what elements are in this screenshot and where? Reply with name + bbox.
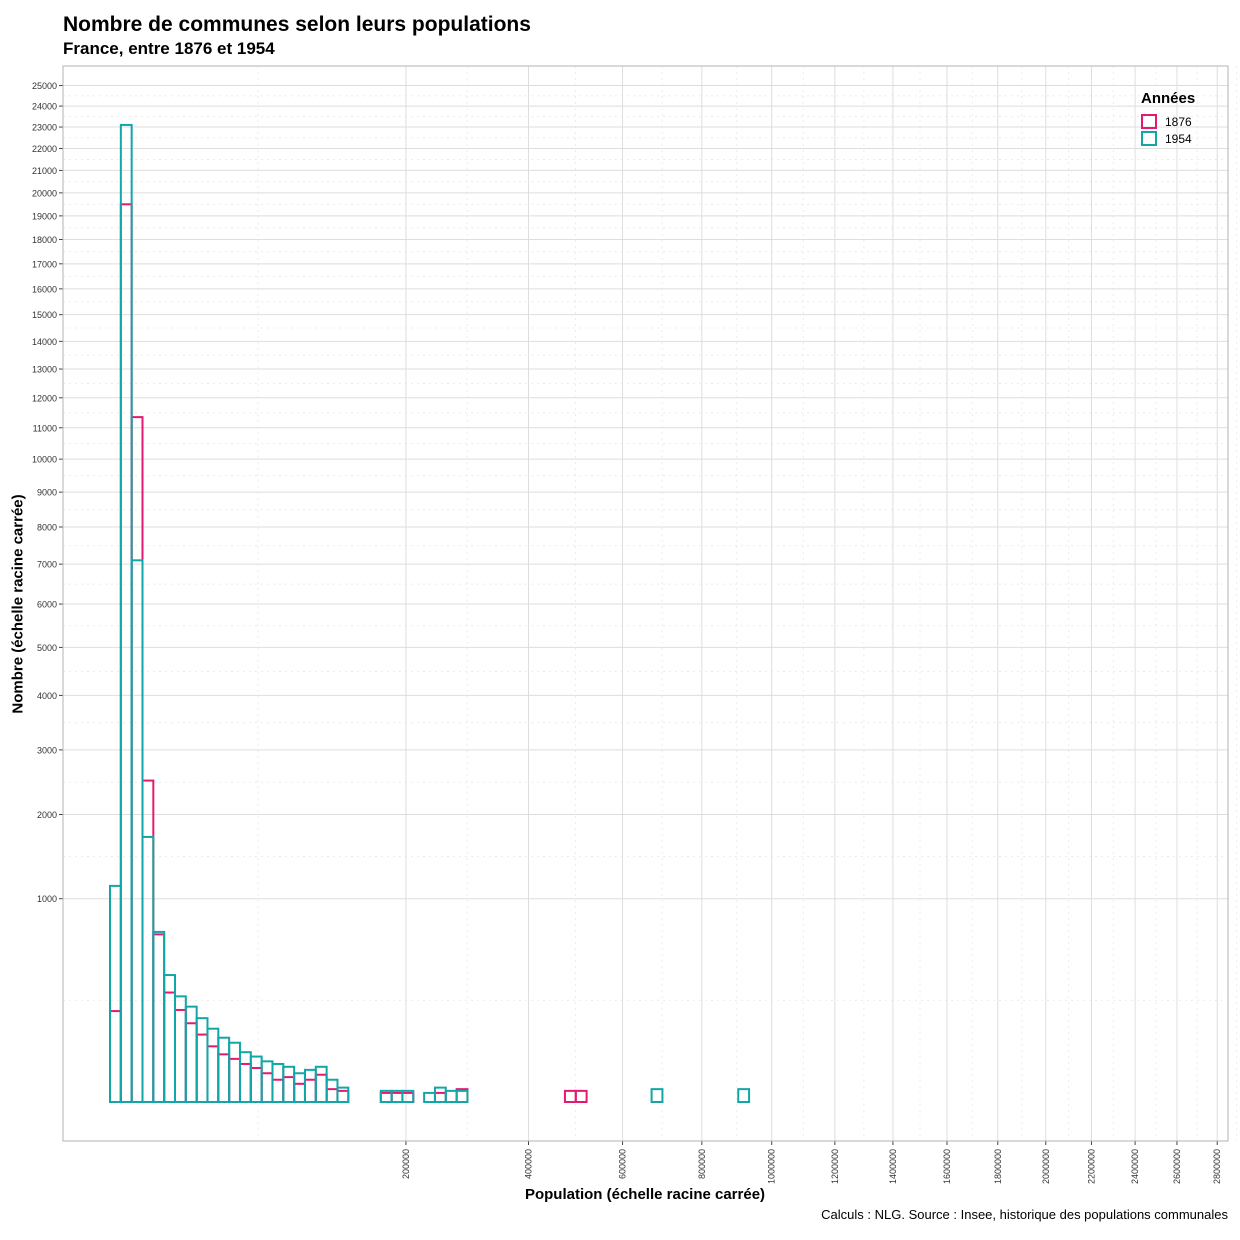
y-tick-label: 23000 bbox=[32, 123, 57, 133]
y-tick-label: 9000 bbox=[37, 488, 57, 498]
y-tick-label: 2000 bbox=[37, 810, 57, 820]
x-tick-label: 2600000 bbox=[1172, 1149, 1182, 1184]
x-tick-label: 800000 bbox=[697, 1149, 707, 1179]
legend: Années 1876 1954 bbox=[1141, 90, 1195, 147]
chart-title: Nombre de communes selon leurs populatio… bbox=[63, 13, 531, 36]
chart-caption: Calculs : NLG. Source : Insee, historiqu… bbox=[821, 1207, 1228, 1222]
x-tick-label: 1000000 bbox=[767, 1149, 777, 1184]
bar-1954-bin-32 bbox=[455, 1089, 469, 1104]
x-tick-label: 2800000 bbox=[1212, 1149, 1222, 1184]
y-tick-label: 14000 bbox=[32, 337, 57, 347]
y-tick-label: 25000 bbox=[32, 81, 57, 91]
y-tick-label: 17000 bbox=[32, 259, 57, 269]
y-axis-label: Nombre (échelle racine carrée) bbox=[9, 494, 27, 714]
x-tick-label: 1200000 bbox=[830, 1149, 840, 1184]
legend-item-1876: 1876 bbox=[1141, 113, 1195, 130]
bar-1954-bin-50 bbox=[650, 1088, 664, 1104]
x-tick-label: 2400000 bbox=[1130, 1149, 1140, 1184]
legend-label-1954: 1954 bbox=[1165, 131, 1192, 146]
y-tick-label: 24000 bbox=[32, 102, 57, 112]
y-tick-label: 15000 bbox=[32, 310, 57, 320]
y-tick-label: 13000 bbox=[32, 365, 57, 375]
x-tick-label: 2200000 bbox=[1086, 1149, 1096, 1184]
x-tick-label: 400000 bbox=[523, 1149, 533, 1179]
y-tick-label: 6000 bbox=[37, 600, 57, 610]
bar-1954-bin-27 bbox=[401, 1089, 415, 1104]
y-tick-label: 19000 bbox=[32, 211, 57, 221]
bar-1954-bin-58 bbox=[737, 1088, 751, 1104]
y-tick-label: 7000 bbox=[37, 560, 57, 570]
x-tick-label: 600000 bbox=[618, 1149, 628, 1179]
y-tick-label: 1000 bbox=[37, 894, 57, 904]
y-tick-label: 21000 bbox=[32, 166, 57, 176]
legend-key-1954 bbox=[1141, 131, 1157, 146]
legend-label-1876: 1876 bbox=[1165, 114, 1192, 129]
y-tick-label: 3000 bbox=[37, 745, 57, 755]
x-tick-label: 200000 bbox=[401, 1149, 411, 1179]
x-tick-label: 1600000 bbox=[942, 1149, 952, 1184]
y-tick-label: 11000 bbox=[33, 423, 57, 433]
y-tick-label: 10000 bbox=[32, 455, 57, 465]
y-tick-label: 20000 bbox=[32, 188, 57, 198]
plot-panel-border bbox=[62, 65, 1229, 1142]
x-tick-label: 1800000 bbox=[993, 1149, 1003, 1184]
y-tick-label: 5000 bbox=[37, 643, 57, 653]
x-axis-label: Population (échelle racine carrée) bbox=[524, 1186, 766, 1203]
y-tick-label: 8000 bbox=[37, 523, 57, 533]
legend-item-1954: 1954 bbox=[1141, 130, 1195, 147]
y-tick-label: 22000 bbox=[32, 144, 57, 154]
bar-1876-bin-43 bbox=[574, 1089, 588, 1104]
x-tick-label: 1400000 bbox=[888, 1149, 898, 1184]
legend-title: Années bbox=[1141, 90, 1196, 107]
bar-1954-bin-21 bbox=[336, 1086, 350, 1104]
y-tick-label: 18000 bbox=[32, 235, 57, 245]
legend-key-1876 bbox=[1141, 114, 1157, 129]
plot-panel bbox=[63, 66, 1228, 1141]
chart-subtitle: France, entre 1876 et 1954 bbox=[63, 39, 275, 58]
bar-1954-bin-2 bbox=[130, 559, 144, 1103]
y-tick-label: 12000 bbox=[32, 393, 57, 403]
y-tick-label: 4000 bbox=[37, 691, 57, 701]
y-tick-label: 16000 bbox=[32, 284, 57, 294]
x-tick-label: 2000000 bbox=[1041, 1149, 1051, 1184]
